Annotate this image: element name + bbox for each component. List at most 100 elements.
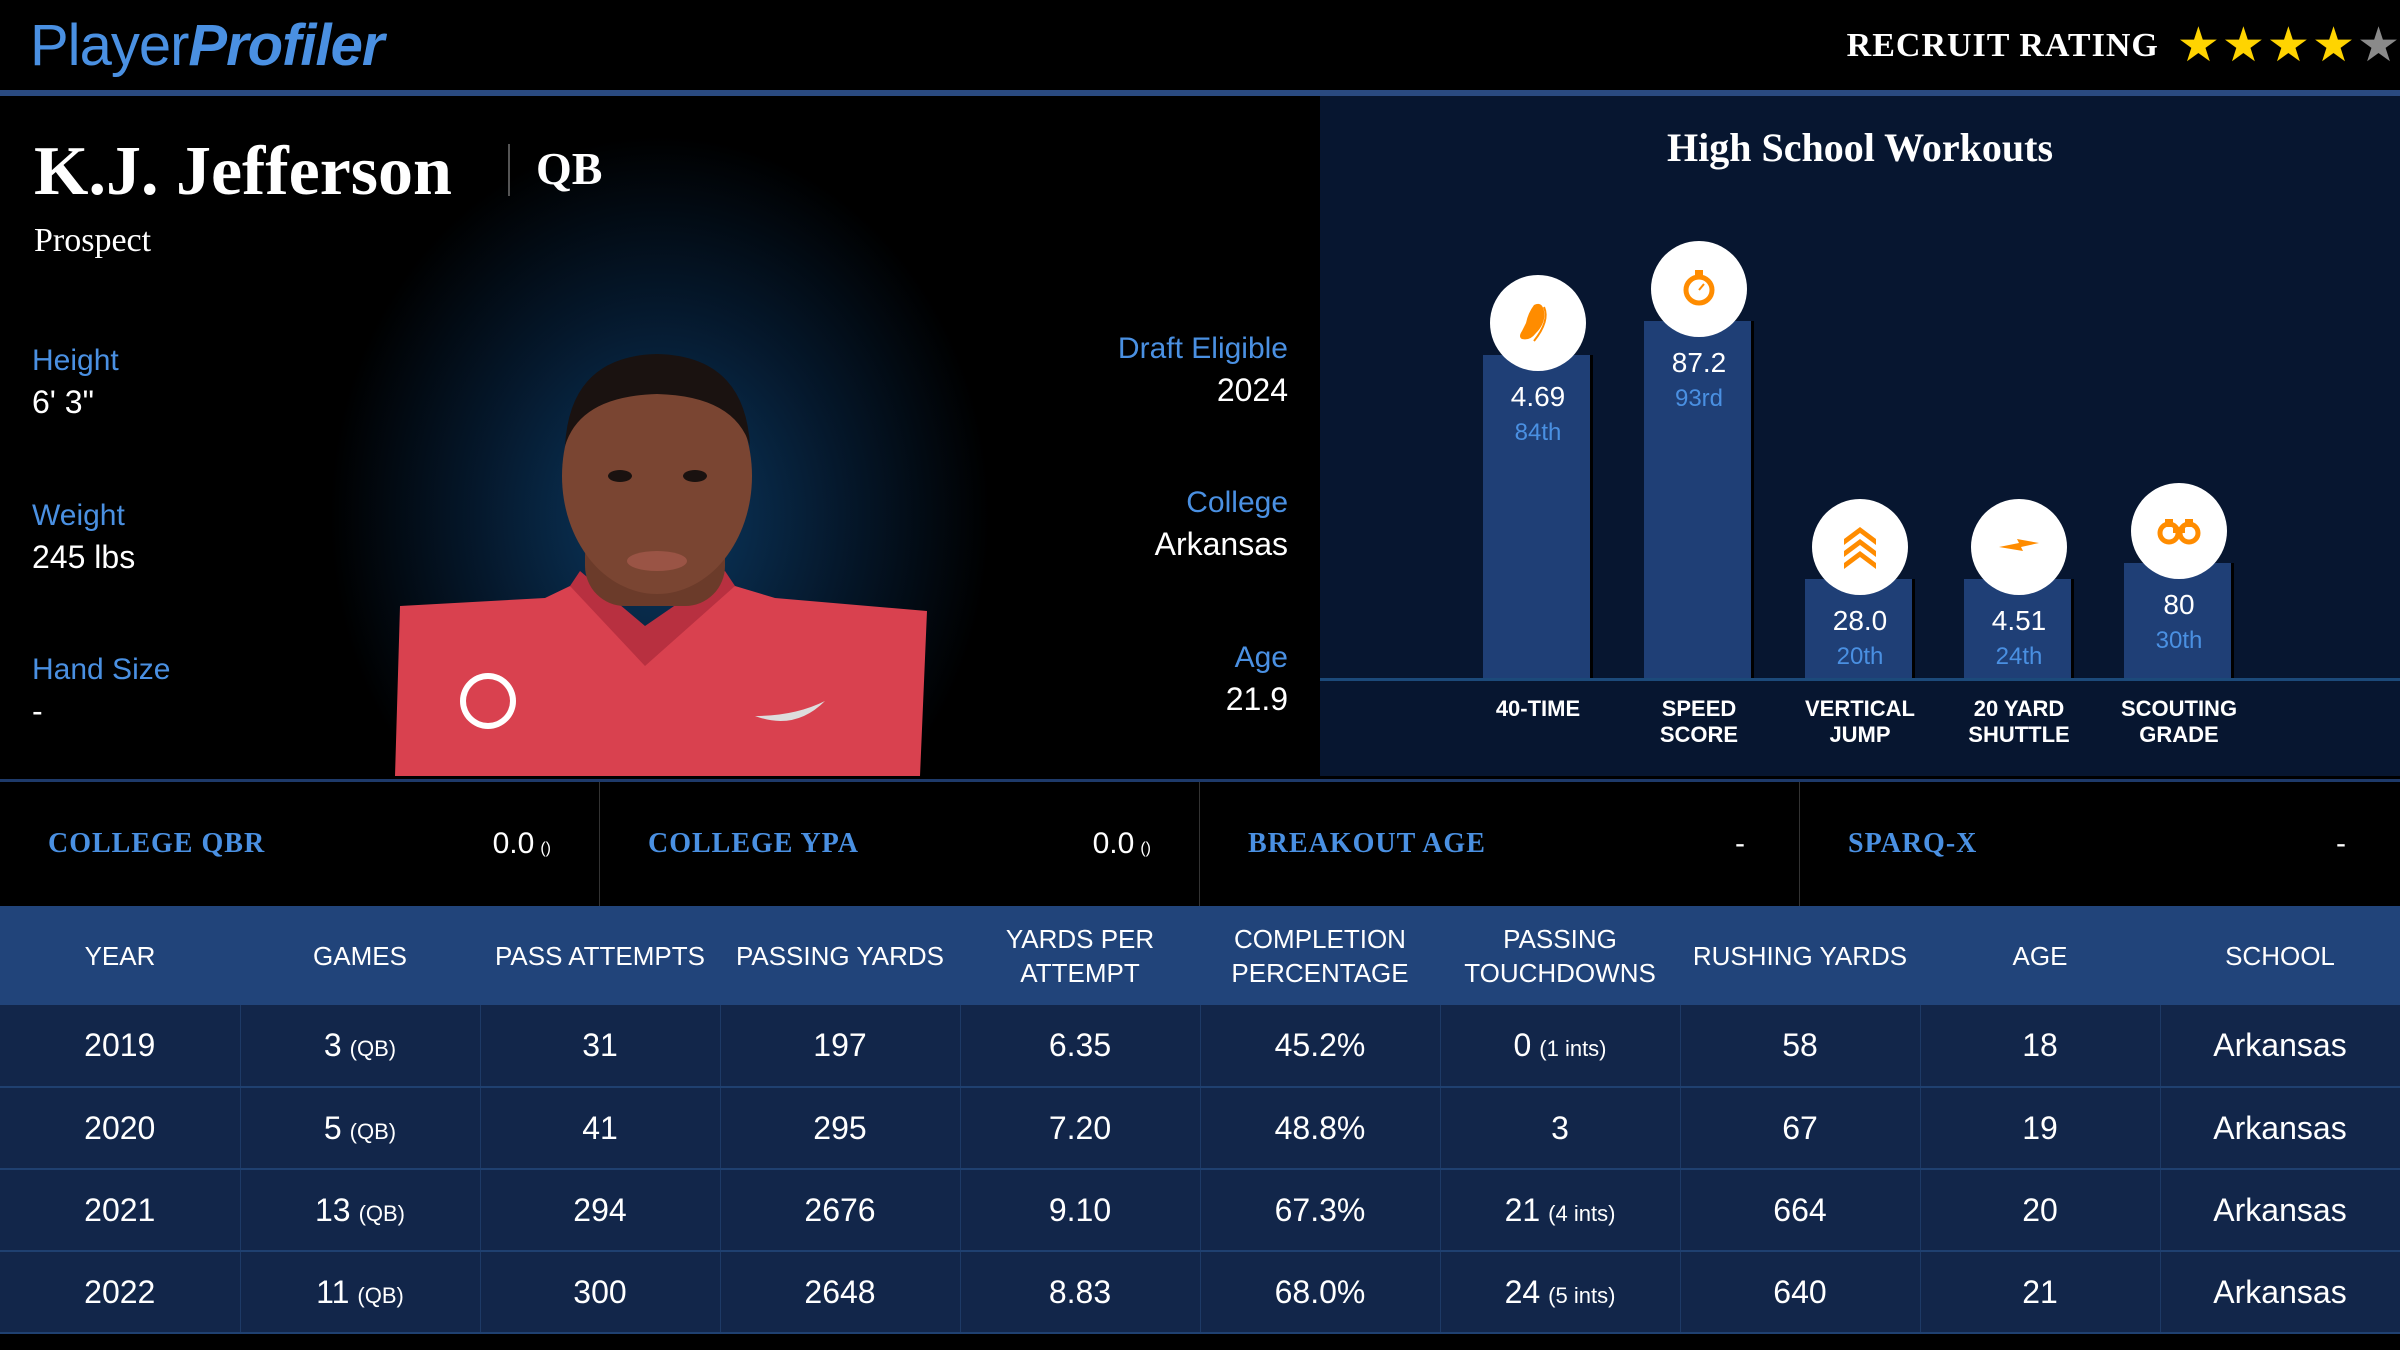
cell-value: 197 [813,1027,867,1063]
column-header[interactable]: GAMES [240,906,480,1005]
cell-yds: 2648 [720,1251,961,1334]
workout-bar: 80 30th [2124,482,2234,678]
cell-ypa: 8.83 [960,1251,1201,1334]
column-header[interactable]: PASSING TOUCHDOWNS [1440,906,1680,1005]
cell-year: 2021 [0,1169,241,1252]
workout-value: 80 [2163,588,2195,620]
cell-value: 8.83 [1048,1273,1112,1310]
table-header: YEAR GAMES PASS ATTEMPTS PASSING YARDS YARDS… [0,906,2400,1005]
table-row: 2022 11 (QB) 300 2648 8.83 68.0% 24 (5 ints) 640 2… [0,1251,2400,1334]
metric-cell[interactable]: COLLEGE QBR 0.0 () [0,782,600,906]
cell-yds: 197 [720,1005,961,1088]
table-row: 2020 5 (QB) 41 295 7.20 48.8% 3 67 19 Arkansas [0,1087,2400,1170]
player-card: K.J. Jefferson QB Prospect Height 6' 3" W… [0,96,1320,776]
workout-label-line: SPEED [1661,696,1737,721]
workouts-panel: High School Workouts 4.69 84th 40-TIME 87.2… [1320,96,2400,776]
recruit-rating-label: RECRUIT RATING [1846,27,2159,64]
metric-value: 0.0 () [493,827,551,861]
cell-value: 19 [2022,1109,2058,1146]
cell-td: 24 (5 ints) [1440,1251,1681,1334]
metric-value: - [1735,827,1751,861]
cell-value: 67 [1782,1109,1818,1146]
column-header[interactable]: PASSING YARDS [720,906,960,1005]
cell-value: 664 [1773,1191,1827,1228]
cell-value: 21 [1504,1191,1541,1228]
metric-label: COLLEGE YPA [648,828,859,859]
workout-label-line: SHUTTLE [1968,722,2070,747]
cell-yds: 295 [720,1087,961,1170]
divider [508,144,510,196]
cell-value: 2676 [804,1191,876,1228]
stat-age: Age 21.9 [1225,641,1288,717]
workout-label: SCOUTING GRADE [2099,696,2259,748]
stat-weight: Weight 245 lbs [32,499,136,575]
cell-games: 13 (QB) [240,1169,481,1252]
cell-school: Arkansas [2160,1251,2400,1334]
cell-rush: 67 [1680,1087,1921,1170]
cell-year: 2020 [0,1087,241,1170]
metric-cell[interactable]: COLLEGE YPA 0.0 () [600,782,1200,906]
cell-ypa: 7.20 [960,1087,1201,1170]
cell-value: 68.0% [1274,1273,1366,1310]
cell-age: 20 [1920,1169,2161,1252]
workout-label-line: VERTICAL [1805,696,1915,721]
column-header[interactable]: AGE [1920,906,2160,1005]
recruit-rating: RECRUIT RATING ★ ★ ★ ★ ★ [1846,19,2400,72]
shoe-icon [1490,275,1586,372]
column-header[interactable]: PASS ATTEMPTS [480,906,720,1005]
workout-percentile: 84th [1514,419,1562,447]
table-row: 2021 13 (QB) 294 2676 9.10 67.3% 21 (4 ints) 664 2… [0,1169,2400,1252]
stopwatch-icon [1651,240,1747,337]
workout-percentile: 24th [1995,643,2043,670]
workout-percentile: 30th [2155,626,2203,654]
cell-td: 3 [1440,1087,1681,1170]
column-header[interactable]: YEAR [0,906,240,1005]
cell-value: 20 [2022,1191,2058,1228]
player-position: QB [536,143,603,194]
cell-note: (QB) [349,1118,397,1144]
workout-label: SPEED SCORE [1619,696,1779,748]
binoculars-icon [2131,482,2227,579]
logo[interactable]: PlayerProfiler [30,13,384,78]
cell-value: 295 [813,1109,867,1146]
cell-value: 45.2% [1274,1027,1366,1063]
workout-value: 4.51 [1991,605,2047,636]
workout-label: VERTICAL JUMP [1780,696,1940,748]
stat-hand-size: Hand Size - [32,653,171,729]
metric-cell[interactable]: SPARQ-X - [1800,782,2400,906]
cell-att: 41 [480,1087,721,1170]
cell-value: 2648 [804,1273,876,1310]
cell-school: Arkansas [2160,1005,2400,1088]
metric-number: 0.0 [492,827,535,860]
cell-ypa: 9.10 [960,1169,1201,1252]
workout-label-line: JUMP [1829,722,1891,747]
cell-value: 31 [582,1027,618,1063]
cell-year: 2022 [0,1251,241,1334]
cell-value: 5 [323,1109,342,1146]
cell-value: 18 [2022,1027,2058,1063]
header: PlayerProfiler RECRUIT RATING ★ ★ ★ ★ ★ [0,0,2400,90]
cell-value: 640 [1773,1273,1827,1310]
cell-note: (QB) [358,1200,406,1226]
column-header[interactable]: RUSHING YARDS [1680,906,1920,1005]
column-header[interactable]: SCHOOL [2160,906,2400,1005]
cell-rush: 640 [1680,1251,1921,1334]
cell-att: 294 [480,1169,721,1252]
column-header[interactable]: YARDS PER ATTEMPT [960,906,1200,1005]
star-icon: ★ [2221,19,2265,72]
workout-value: 28.0 [1832,605,1888,636]
baseline [1320,678,2400,681]
metric-number: 0.0 [1092,827,1135,860]
cell-yds: 2676 [720,1169,961,1252]
metric-label: BREAKOUT AGE [1248,828,1486,859]
metric-cell[interactable]: BREAKOUT AGE - [1200,782,1800,906]
cell-value: 2019 [84,1027,156,1063]
column-header[interactable]: COMPLETION PERCENTAGE [1200,906,1440,1005]
workout-bar: 4.51 24th [1964,499,2074,678]
cell-school: Arkansas [2160,1169,2400,1252]
player-photo [395,354,927,776]
workout-percentile: 93rd [1674,384,1724,412]
cell-value: 13 [314,1191,351,1228]
star-icon: ★ [2356,19,2400,72]
metric-rank: () [1140,840,1151,857]
